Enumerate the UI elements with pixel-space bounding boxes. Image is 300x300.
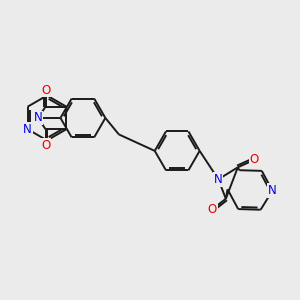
Text: O: O [41, 139, 50, 152]
Text: O: O [250, 153, 259, 167]
Text: N: N [214, 173, 223, 186]
Text: N: N [268, 184, 277, 197]
Text: O: O [208, 203, 217, 216]
Text: O: O [41, 84, 50, 97]
Text: N: N [34, 112, 42, 124]
Text: N: N [23, 123, 32, 136]
